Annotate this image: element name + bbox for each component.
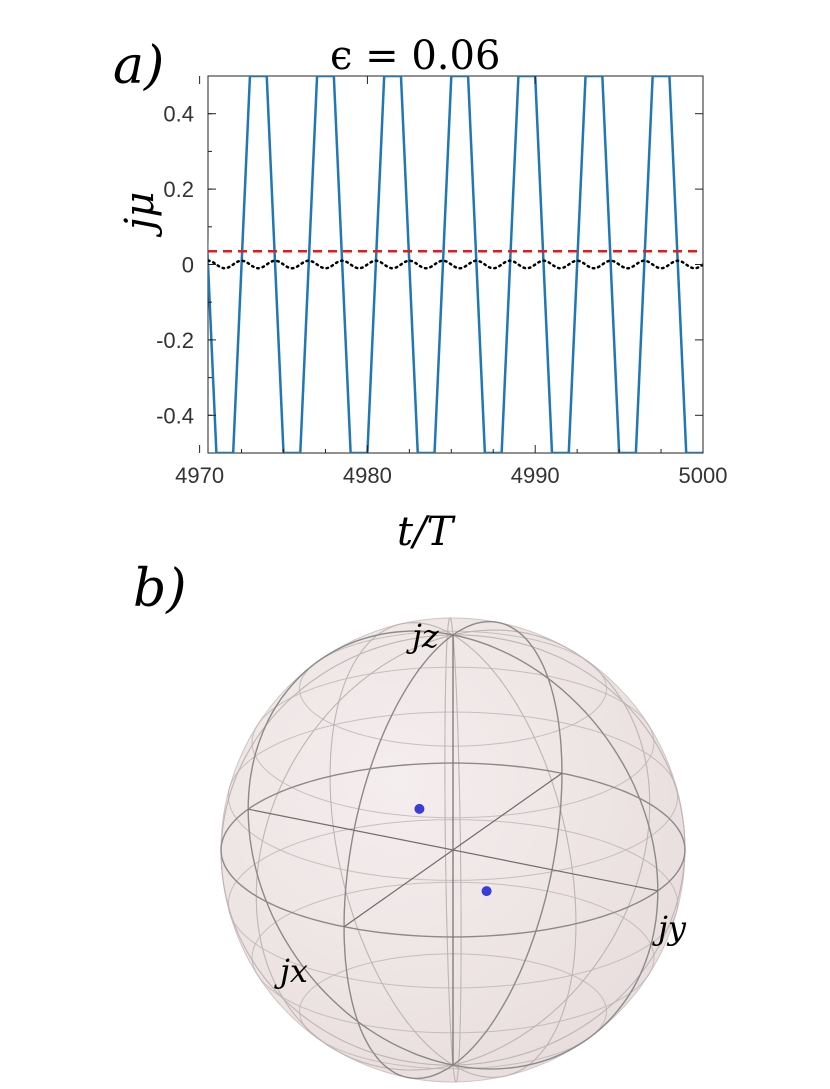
panel-a-label: a) [113, 36, 165, 96]
line-chart: 4970 4980 4990 5000 -0.4 -0.2 0 0.2 0.4 [156, 75, 728, 488]
x-axis-label: t/T [397, 509, 454, 555]
axis-label-jx: jx [280, 952, 308, 990]
y-tick-label: 0.4 [163, 102, 194, 127]
x-tick-label: 5000 [679, 463, 728, 488]
x-tick-label: 4990 [511, 463, 560, 488]
series-black-dotted-line [208, 259, 703, 270]
panel-b-label: b) [133, 559, 187, 619]
state-point-2 [414, 803, 425, 814]
state-point-1 [481, 886, 492, 897]
plot-area [208, 76, 703, 453]
axis-label-jz: jz [412, 617, 439, 655]
chart-title: ϵ = 0.06 [330, 33, 501, 79]
y-tick-label: 0.2 [163, 177, 194, 202]
x-tick-label: 4970 [175, 463, 224, 488]
y-tick-label: 0 [182, 253, 194, 278]
axis-label-jy: jy [658, 909, 686, 947]
y-tick-label: -0.2 [156, 328, 194, 353]
x-tick-label: 4980 [343, 463, 392, 488]
y-tick-label: -0.4 [156, 403, 194, 428]
